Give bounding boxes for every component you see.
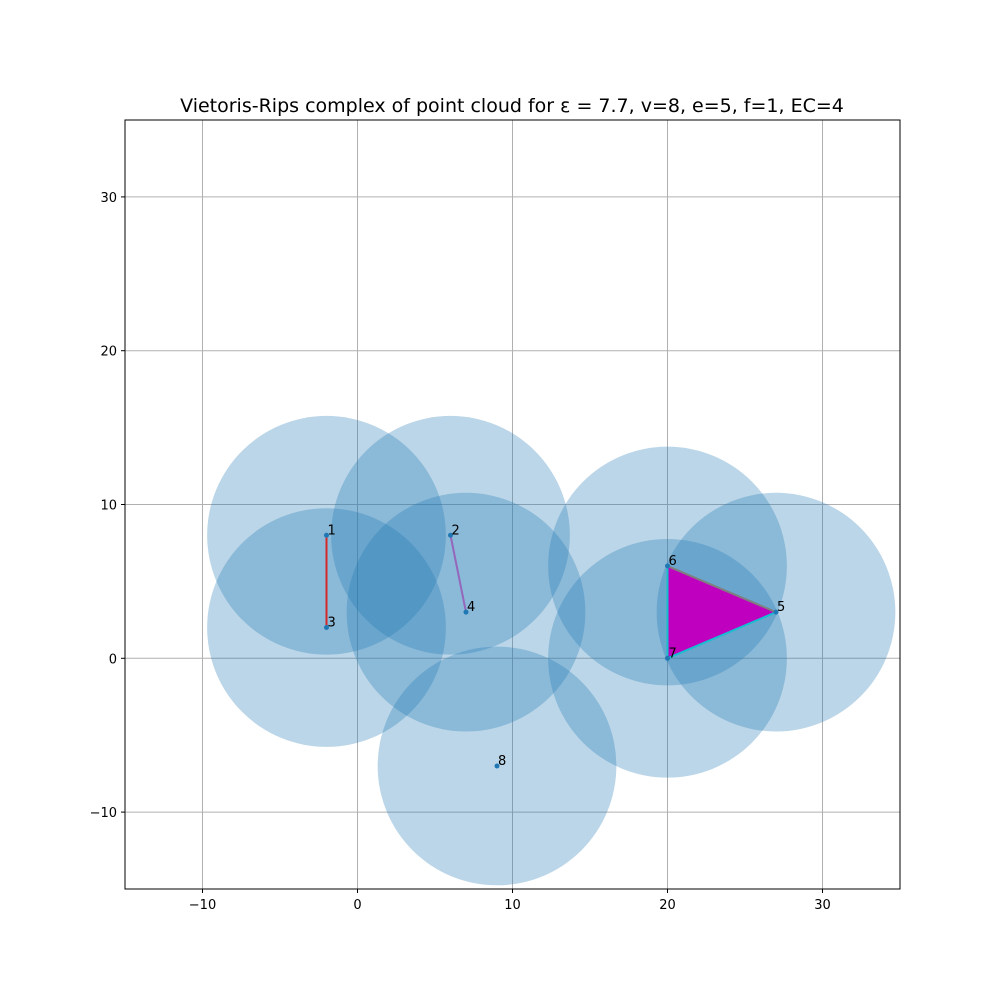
edge-2-4 [449, 535, 467, 613]
point-labels: 1 2 3 4 5 6 7 8 [328, 523, 786, 769]
x-tick-label: 20 [659, 898, 676, 913]
point-label-2: 2 [452, 523, 460, 538]
y-tick-label: 30 [100, 191, 117, 206]
point-3 [324, 625, 329, 631]
point-2 [448, 532, 453, 538]
point-label-7: 7 [669, 646, 677, 661]
epsilon-balls [207, 415, 896, 886]
point-1 [324, 532, 329, 538]
x-tick-label: 10 [504, 898, 521, 913]
edge-7-5 [667, 611, 777, 660]
point-label-5: 5 [777, 600, 785, 615]
point-8 [494, 763, 500, 769]
edge-6-5 [667, 565, 777, 614]
y-tick-label: −10 [90, 806, 117, 821]
x-tick-label: 0 [353, 898, 361, 913]
x-tick-label: −10 [189, 898, 216, 913]
point-7 [665, 655, 670, 661]
grid-lines [125, 120, 900, 889]
y-tick-label: 10 [100, 499, 117, 514]
y-tick-label: 0 [109, 652, 117, 667]
point-5 [773, 609, 779, 615]
point-cloud [324, 532, 779, 769]
point-label-1: 1 [328, 523, 336, 538]
point-label-4: 4 [467, 600, 475, 615]
complex-edges [325, 535, 777, 660]
point-label-6: 6 [669, 554, 677, 569]
point-4 [463, 609, 469, 615]
x-tick-label: 30 [814, 898, 831, 913]
point-6 [665, 563, 670, 569]
chart-title: Vietoris-Rips complex of point cloud for… [180, 95, 844, 117]
point-label-3: 3 [328, 616, 336, 631]
axis-ticks: −10 0 10 20 30 −10 0 10 20 30 [90, 191, 831, 913]
point-label-8: 8 [498, 754, 506, 769]
y-tick-label: 20 [100, 345, 117, 360]
